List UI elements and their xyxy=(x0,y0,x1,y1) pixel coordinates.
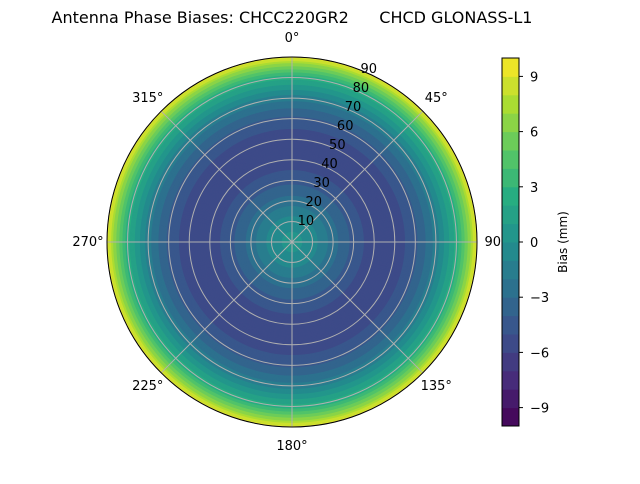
angular-gridline xyxy=(160,110,293,243)
angle-tick-label: 45° xyxy=(425,91,448,106)
colorbar-band xyxy=(502,150,519,169)
radial-tick-label: 90 xyxy=(361,62,378,77)
colorbar-label: Bias (mm) xyxy=(556,211,570,273)
radial-tick-label: 20 xyxy=(305,195,322,210)
colorbar-band xyxy=(502,205,519,225)
angle-tick-label: 135° xyxy=(421,379,452,394)
radial-tick-label: 30 xyxy=(313,176,330,191)
radial-tick-label: 50 xyxy=(329,138,346,153)
colorbar-band xyxy=(502,58,519,77)
radial-labels: 10 20 30 40 50 60 70 80 90 xyxy=(298,62,377,229)
colorbar-band xyxy=(502,352,519,372)
radial-tick-label: 70 xyxy=(345,100,362,115)
angle-tick-label: 315° xyxy=(132,91,163,106)
angle-tick-label: 225° xyxy=(132,379,163,394)
polar-grid xyxy=(106,56,478,428)
colorbar-tick-label: −9 xyxy=(530,402,549,417)
colorbar-band xyxy=(502,113,519,133)
colorbar-tick-label: 6 xyxy=(530,126,538,141)
polar-frame xyxy=(106,56,478,428)
angular-gridline xyxy=(160,241,293,374)
colorbar-band xyxy=(502,76,519,96)
colorbar-band xyxy=(502,94,519,114)
colorbar-band xyxy=(502,315,519,335)
angular-gridline xyxy=(291,110,424,243)
colorbar-band xyxy=(502,260,519,280)
colorbar-tick-label: −3 xyxy=(530,291,549,306)
radial-tick-label: 80 xyxy=(353,81,370,96)
colorbar-tick-label: 9 xyxy=(530,70,538,85)
colorbar-band xyxy=(502,168,519,188)
angular-gridline xyxy=(291,241,424,374)
radial-tick-label: 10 xyxy=(298,214,315,229)
colorbar-band xyxy=(502,389,519,409)
colorbar-tick-label: 0 xyxy=(530,236,538,251)
colorbar-band xyxy=(502,223,519,243)
colorbar-band xyxy=(502,370,519,390)
colorbar-band xyxy=(502,334,519,353)
angle-tick-label: 180° xyxy=(276,439,307,454)
colorbar-band xyxy=(502,297,519,317)
colorbar-band xyxy=(502,131,519,151)
radial-tick-label: 40 xyxy=(321,157,338,172)
colorbar: 9 6 3 0 −3 −6 −9 xyxy=(501,57,549,427)
colorbar-tick-label: −6 xyxy=(530,346,549,361)
colorbar-band xyxy=(502,242,519,261)
radial-tick-label: 60 xyxy=(337,119,354,134)
chart-title: Antenna Phase Biases: CHCC220GR2 CHCD GL… xyxy=(52,8,533,27)
colorbar-band xyxy=(502,186,519,206)
angle-tick-label: 270° xyxy=(72,235,103,250)
colorbar-tick-label: 3 xyxy=(530,181,538,196)
colorbar-band xyxy=(502,407,519,427)
angle-tick-label: 0° xyxy=(285,31,300,46)
colorbar-band xyxy=(502,278,519,298)
